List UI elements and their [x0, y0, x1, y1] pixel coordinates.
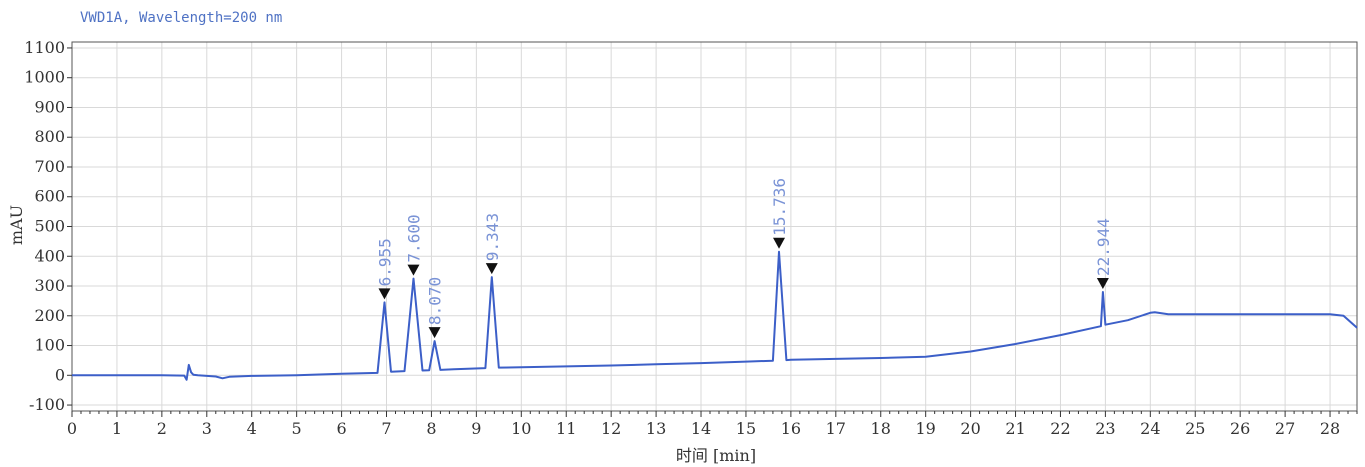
- x-tick-label: 20: [960, 419, 980, 438]
- grid: [71, 42, 1357, 411]
- y-tick-label: 100: [34, 336, 65, 355]
- y-tick-label: 800: [34, 127, 65, 146]
- x-tick-label: 8: [426, 419, 436, 438]
- y-tick-label: 0: [55, 365, 65, 384]
- x-tick-label: 1: [112, 419, 122, 438]
- x-tick-label: 0: [67, 419, 77, 438]
- y-axis-label: mAU: [7, 205, 26, 245]
- peak-label: 6.955: [375, 238, 394, 286]
- x-tick-label: 23: [1095, 419, 1115, 438]
- x-tick-label: 6: [336, 419, 346, 438]
- peak-label: 7.600: [404, 214, 423, 262]
- y-tick-label: 600: [34, 187, 65, 206]
- y-tick-label: 400: [34, 246, 65, 265]
- x-axis-label: 时间 [min]: [676, 446, 756, 465]
- x-tick-label: 5: [292, 419, 302, 438]
- y-tick-label: 300: [34, 276, 65, 295]
- x-tick-label: 27: [1275, 419, 1295, 438]
- x-tick-label: 14: [691, 419, 711, 438]
- x-tick-label: 11: [556, 419, 576, 438]
- peak-marker: [378, 288, 391, 300]
- y-tick-label: 500: [34, 217, 65, 236]
- peak-label: 15.736: [770, 178, 789, 236]
- x-tick-label: 10: [511, 419, 531, 438]
- x-tick-label: 4: [247, 419, 257, 438]
- peak-marker: [773, 237, 786, 249]
- peak-label: 8.070: [426, 277, 445, 325]
- x-tick-label: 9: [471, 419, 481, 438]
- x-tick-label: 28: [1320, 419, 1340, 438]
- x-tick-label: 12: [601, 419, 621, 438]
- x-tick-label: 25: [1185, 419, 1205, 438]
- x-tick-label: 21: [1005, 419, 1025, 438]
- series-line: [72, 250, 1358, 381]
- y-tick-label: 200: [34, 306, 65, 325]
- y-tick-label: 900: [34, 97, 65, 116]
- peak-label: 9.343: [483, 213, 502, 261]
- x-tick-label: 17: [826, 419, 846, 438]
- peak-marker: [407, 264, 420, 276]
- y-tick-label: 1100: [24, 38, 65, 57]
- x-tick-label: 26: [1230, 419, 1250, 438]
- y-tick-label: 1000: [24, 68, 65, 87]
- x-tick-label: 3: [202, 419, 212, 438]
- series-layer: [72, 250, 1358, 381]
- x-tick-label: 15: [736, 419, 756, 438]
- x-tick-label: 13: [646, 419, 666, 438]
- x-tick-label: 18: [871, 419, 891, 438]
- y-tick-label: 700: [34, 157, 65, 176]
- x-tick-label: 22: [1050, 419, 1070, 438]
- x-tick-label: 24: [1140, 419, 1160, 438]
- x-tick-label: 7: [381, 419, 391, 438]
- y-tick-label: -100: [29, 395, 65, 414]
- peak-marker: [428, 327, 441, 339]
- peak-marker: [485, 263, 498, 275]
- chart-title: VWD1A, Wavelength=200 nm: [80, 10, 282, 26]
- peak-label: 22.944: [1094, 218, 1113, 276]
- x-tick-label: 2: [157, 419, 167, 438]
- x-tick-label: 16: [781, 419, 801, 438]
- x-tick-label: 19: [915, 419, 935, 438]
- ticks: -100010020030040050060070080090010001100…: [24, 38, 1358, 438]
- peak-marker: [1096, 277, 1109, 289]
